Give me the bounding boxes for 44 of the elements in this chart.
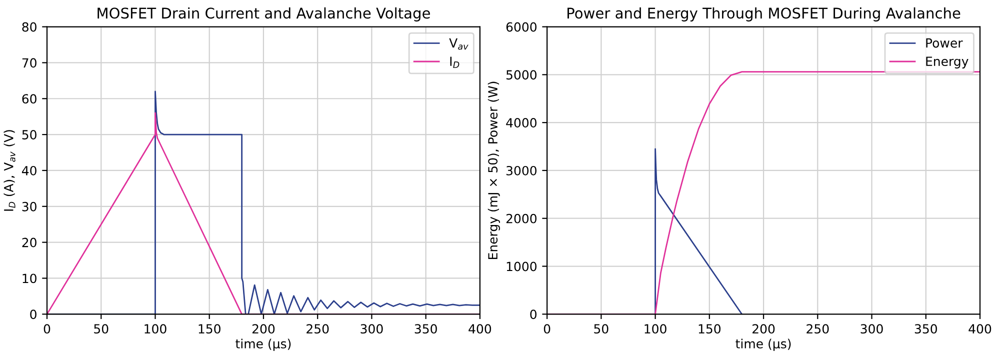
x-tick-label: 350 — [414, 324, 437, 334]
x-tick-label: 400 — [968, 324, 992, 334]
x-tick-label: 300 — [360, 324, 383, 334]
x-tick-label: 0 — [544, 324, 550, 334]
chart-title: MOSFET Drain Current and Avalanche Voltage — [98, 7, 430, 22]
chart-title: Power and Energy Through MOSFET During Avalanche — [568, 7, 960, 22]
x-tick-label: 100 — [144, 324, 166, 334]
x-tick-label: 200 — [252, 324, 275, 334]
x-tick-label: 50 — [94, 324, 108, 334]
y-tick-label: 70 — [22, 58, 36, 68]
y-tick-label: 50 — [22, 130, 36, 140]
y-tick-label: 0 — [530, 310, 536, 320]
y-tick-label: 60 — [22, 94, 36, 104]
x-tick-label: 200 — [752, 324, 775, 334]
y-axis-title: I$_{D}$ (A), V$_{av}$ (V) — [4, 130, 16, 211]
x-tick-label: 300 — [860, 324, 883, 334]
legend-label: I$_{D}$ — [450, 56, 460, 68]
legend-label: Energy — [926, 56, 968, 68]
y-tick-label: 4000 — [506, 118, 536, 128]
y-tick-label: 3000 — [506, 166, 536, 176]
x-tick-label: 250 — [806, 324, 829, 334]
legend-label: Power — [926, 38, 963, 48]
y-tick-label: 6000 — [506, 22, 536, 32]
x-axis-title: time (µs) — [236, 338, 291, 351]
y-tick-label: 0 — [30, 310, 36, 320]
x-axis-title: time (µs) — [736, 338, 791, 351]
legend-label: V$_{av}$ — [449, 38, 468, 50]
y-tick-label: 2000 — [506, 214, 536, 224]
y-tick-label: 40 — [22, 166, 36, 176]
y-tick-label: 30 — [22, 202, 36, 212]
y-tick-label: 20 — [22, 238, 36, 248]
x-tick-label: 50 — [594, 324, 608, 334]
x-tick-label: 0 — [44, 324, 50, 334]
x-tick-label: 150 — [198, 324, 220, 334]
x-tick-label: 250 — [306, 324, 329, 334]
x-tick-label: 400 — [468, 324, 492, 334]
y-tick-label: 10 — [22, 274, 36, 284]
y-axis-title: Energy (mJ × 50), Power (W) — [488, 82, 500, 259]
x-tick-label: 150 — [698, 324, 721, 334]
y-tick-label: 5000 — [506, 70, 536, 80]
x-tick-label: 100 — [644, 324, 666, 334]
y-tick-label: 80 — [22, 22, 36, 32]
y-tick-label: 1000 — [506, 262, 536, 272]
x-tick-label: 350 — [914, 324, 937, 334]
